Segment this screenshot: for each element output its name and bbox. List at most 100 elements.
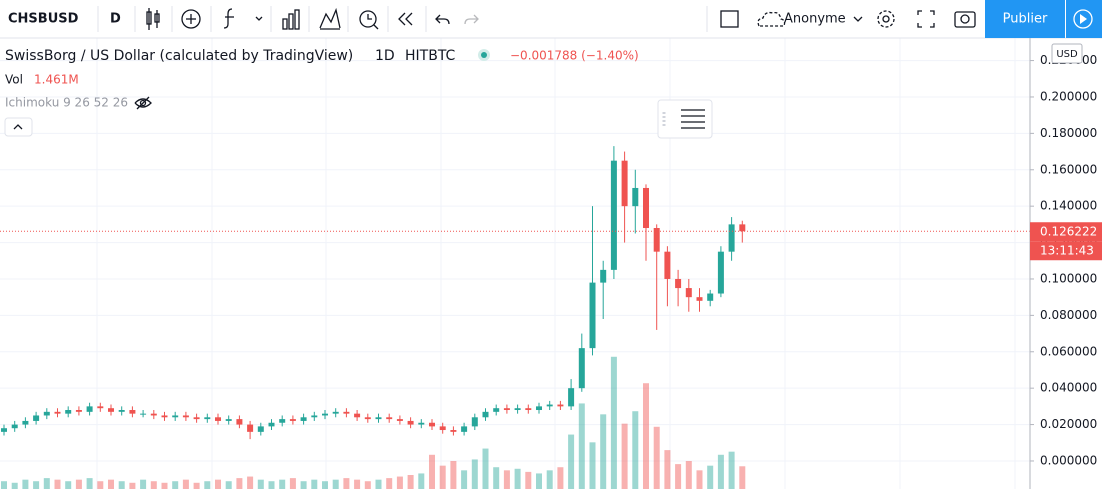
candle-body xyxy=(257,426,264,432)
volume-bar xyxy=(140,479,147,489)
volume-bar xyxy=(707,465,714,489)
redo-icon[interactable] xyxy=(464,14,479,25)
volume-bar xyxy=(685,461,692,489)
candle-body xyxy=(525,408,532,411)
indicators-icon[interactable] xyxy=(223,8,263,29)
toolbar xyxy=(0,0,1102,38)
volume-bar xyxy=(129,482,136,489)
volume-bar xyxy=(311,479,318,489)
volume-bar xyxy=(97,481,104,489)
candle-body xyxy=(86,406,93,412)
volume-bar xyxy=(354,479,361,489)
candle-body xyxy=(717,251,724,294)
volume-bar xyxy=(461,470,468,489)
volume-bar xyxy=(557,467,564,489)
volume-bar xyxy=(279,479,286,489)
candle-body xyxy=(322,413,328,416)
user-caret[interactable] xyxy=(853,16,863,22)
alert-icon[interactable] xyxy=(359,10,379,30)
candle-body xyxy=(707,293,714,301)
vol-label: Vol xyxy=(5,73,23,87)
fullscreen-icon[interactable] xyxy=(720,10,739,28)
candle-body xyxy=(225,419,232,421)
volume-bar xyxy=(493,467,500,489)
candle-body xyxy=(33,415,40,421)
volume-bar xyxy=(664,450,671,489)
candle-body xyxy=(568,388,575,407)
replay-icon[interactable] xyxy=(398,12,413,26)
volume-bar xyxy=(193,482,200,489)
volume-bar xyxy=(75,479,82,489)
candle-body xyxy=(1,428,7,432)
hide-icon[interactable] xyxy=(134,96,152,110)
y-tick-label: 0.000000 xyxy=(1040,453,1097,467)
publish-button[interactable] xyxy=(985,0,1065,38)
status-dot xyxy=(481,52,487,58)
candle-body xyxy=(97,406,104,409)
volume-bar xyxy=(418,473,425,489)
indicator-label: Ichimoku 9 26 52 26 xyxy=(5,96,128,110)
volume-bar xyxy=(289,478,296,489)
candle-body xyxy=(386,417,393,420)
candle-body xyxy=(300,417,307,421)
volume-bar xyxy=(610,356,617,489)
candle-body xyxy=(54,411,61,414)
snapshot-icon[interactable] xyxy=(954,11,976,28)
compare-icon[interactable] xyxy=(319,7,341,30)
volume-bar xyxy=(332,479,339,489)
plot-area xyxy=(0,38,1030,489)
expand-icon[interactable] xyxy=(917,10,935,28)
candle-body xyxy=(439,426,446,431)
volume-bar xyxy=(600,414,607,489)
candle-body xyxy=(289,419,296,421)
user-name[interactable]: Anonyme xyxy=(784,12,846,27)
y-tick-label: 0.020000 xyxy=(1040,417,1097,431)
collapse-button[interactable] xyxy=(4,117,33,137)
cloud-icon[interactable] xyxy=(757,11,786,27)
candle-body xyxy=(600,269,607,283)
candle-body xyxy=(247,424,254,432)
volume-bar xyxy=(204,481,211,489)
object-tree-widget[interactable] xyxy=(657,99,713,139)
candle-body xyxy=(22,420,29,425)
volume-bar xyxy=(108,479,114,489)
templates-icon[interactable] xyxy=(282,9,300,30)
legend-change: −0.001788 (−1.40%) xyxy=(510,49,639,63)
volume-bar xyxy=(450,461,457,489)
symbol[interactable]: CHSBUSD xyxy=(8,12,79,27)
publish-label[interactable]: Publier xyxy=(1003,12,1048,27)
candles-icon[interactable] xyxy=(146,8,160,30)
candle-body xyxy=(578,348,585,389)
volume-bar xyxy=(268,481,275,489)
volume-bar xyxy=(589,442,596,489)
legend-title: SwissBorg / US Dollar (calculated by Tra… xyxy=(5,48,353,64)
countdown-label: 13:11:43 xyxy=(1040,244,1094,258)
candle-body xyxy=(685,288,692,298)
candle-body xyxy=(653,228,660,252)
candle-body xyxy=(65,410,72,414)
candle-body xyxy=(493,408,500,412)
candle-body xyxy=(643,187,649,229)
volume-bar xyxy=(536,473,542,489)
settings-icon[interactable] xyxy=(877,10,895,28)
candle-body xyxy=(503,408,510,411)
collapse-icon xyxy=(13,124,23,130)
volume-bar xyxy=(43,478,50,489)
volume-bar xyxy=(482,448,489,489)
candle-body xyxy=(514,408,521,411)
volume-bar xyxy=(696,470,703,489)
currency-label: USD xyxy=(1056,49,1078,60)
vol-value: 1.461M xyxy=(34,73,79,87)
undo-icon[interactable] xyxy=(435,14,450,25)
add-icon[interactable] xyxy=(181,9,201,29)
volume-bar xyxy=(118,481,125,489)
interval-button[interactable]: D xyxy=(110,12,121,27)
volume-bar xyxy=(439,465,446,489)
volume-bar xyxy=(728,451,735,489)
candle-body xyxy=(129,410,136,414)
play-icon xyxy=(1073,9,1093,29)
candle-body xyxy=(610,160,617,270)
volume-bar xyxy=(643,383,649,489)
y-tick-label: 0.200000 xyxy=(1040,89,1097,103)
y-tick-label: 0.060000 xyxy=(1040,344,1097,358)
